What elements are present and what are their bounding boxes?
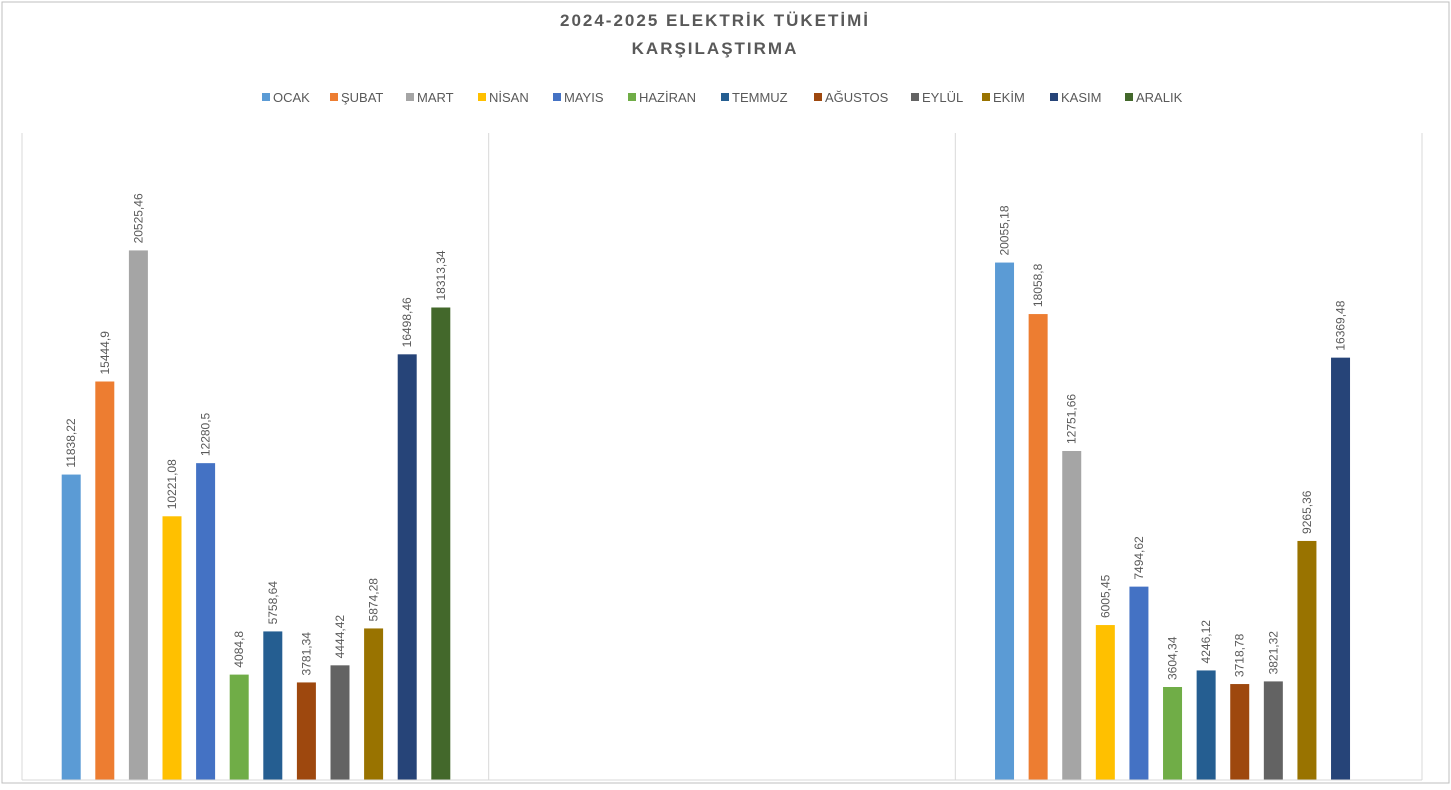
legend-swatch xyxy=(1125,93,1133,101)
legend-swatch xyxy=(478,93,486,101)
data-labels: 11838,22 15444,9 20525,46 10221,08 12280,5 40… xyxy=(64,193,1347,680)
bar xyxy=(296,682,316,780)
bar xyxy=(431,307,451,780)
data-label: 3718,78 xyxy=(1233,633,1247,677)
data-label: 16369,48 xyxy=(1334,300,1348,350)
legend-item: HAZİRAN xyxy=(628,90,696,105)
data-label: 20525,46 xyxy=(131,193,145,243)
data-label: 20055,18 xyxy=(998,205,1012,255)
bar xyxy=(162,516,182,780)
data-label: 4444,42 xyxy=(333,615,347,659)
data-label: 3604,34 xyxy=(1166,636,1180,680)
legend-label: TEMMUZ xyxy=(732,90,788,105)
legend-label: ARALIK xyxy=(1136,90,1183,105)
legend-label: KASIM xyxy=(1061,90,1101,105)
legend-swatch xyxy=(721,93,729,101)
legend-label: EKİM xyxy=(993,90,1025,105)
bar xyxy=(330,665,350,780)
bar xyxy=(1062,450,1082,780)
data-label: 4084,8 xyxy=(232,631,246,668)
bar xyxy=(364,628,384,780)
legend-swatch xyxy=(628,93,636,101)
legend-label: NİSAN xyxy=(489,90,529,105)
legend-swatch xyxy=(330,93,338,101)
data-label: 4246,12 xyxy=(1199,620,1213,664)
data-label: 18313,34 xyxy=(434,250,448,300)
legend-item: NİSAN xyxy=(478,90,529,105)
data-label: 5874,28 xyxy=(367,578,381,622)
legend-swatch xyxy=(982,93,990,101)
chart-title-line1: 2024-2025 ELEKTRİK TÜKETİMİ xyxy=(560,11,870,30)
legend-item: KASIM xyxy=(1050,90,1101,105)
data-label: 10221,08 xyxy=(165,459,179,509)
data-label: 18058,8 xyxy=(1031,263,1045,307)
bar xyxy=(995,262,1015,781)
legend-swatch xyxy=(911,93,919,101)
bars xyxy=(61,250,1351,781)
legend-label: MAYIS xyxy=(564,90,604,105)
bar xyxy=(128,250,148,780)
bar xyxy=(263,631,283,780)
legend-item: ŞUBAT xyxy=(330,90,383,105)
data-label: 11838,22 xyxy=(64,418,78,467)
legend-swatch xyxy=(553,93,561,101)
bar xyxy=(1163,687,1183,780)
bar xyxy=(1263,681,1283,780)
bar xyxy=(1331,357,1351,780)
bar xyxy=(397,354,417,780)
legend-label: MART xyxy=(417,90,454,105)
bar xyxy=(1297,540,1317,780)
bar xyxy=(1028,314,1048,780)
legend-swatch xyxy=(1050,93,1058,101)
data-label: 16498,46 xyxy=(400,297,414,347)
legend-swatch xyxy=(262,93,270,101)
data-label: 12280,5 xyxy=(199,412,213,456)
legend-label: OCAK xyxy=(273,90,310,105)
legend-item: EYLÜL xyxy=(911,90,963,105)
legend-label: EYLÜL xyxy=(922,90,963,105)
legend-item: TEMMUZ xyxy=(721,90,788,105)
legend-item: EKİM xyxy=(982,90,1025,105)
data-label: 3781,34 xyxy=(299,632,313,676)
legend-swatch xyxy=(814,93,822,101)
data-label: 12751,66 xyxy=(1065,394,1079,444)
data-label: 5758,64 xyxy=(266,581,280,625)
bar xyxy=(1095,625,1115,780)
data-label: 6005,45 xyxy=(1098,574,1112,618)
legend-swatch xyxy=(406,93,414,101)
bar xyxy=(95,381,115,780)
data-label: 7494,62 xyxy=(1132,536,1146,580)
data-label: 9265,36 xyxy=(1300,490,1314,534)
bar xyxy=(1230,684,1250,780)
legend-item: ARALIK xyxy=(1125,90,1183,105)
legend-item: MART xyxy=(406,90,454,105)
data-label: 15444,9 xyxy=(98,331,112,375)
bar xyxy=(1196,670,1216,780)
category-gridlines xyxy=(21,133,1423,780)
bar xyxy=(61,474,81,780)
bar xyxy=(229,674,249,780)
bar xyxy=(196,463,216,780)
data-label: 3821,32 xyxy=(1266,631,1280,675)
legend: OCAK ŞUBAT MART NİSAN MAYIS HAZİRAN TEMMUZ AĞUS… xyxy=(262,90,1183,105)
bar xyxy=(1129,586,1149,780)
legend-item: MAYIS xyxy=(553,90,604,105)
legend-label: HAZİRAN xyxy=(639,90,696,105)
legend-label: AĞUSTOS xyxy=(825,90,889,105)
legend-label: ŞUBAT xyxy=(341,90,383,105)
legend-item: AĞUSTOS xyxy=(814,90,889,105)
chart-title-line2: KARŞILAŞTIRMA xyxy=(632,39,799,58)
legend-item: OCAK xyxy=(262,90,310,105)
